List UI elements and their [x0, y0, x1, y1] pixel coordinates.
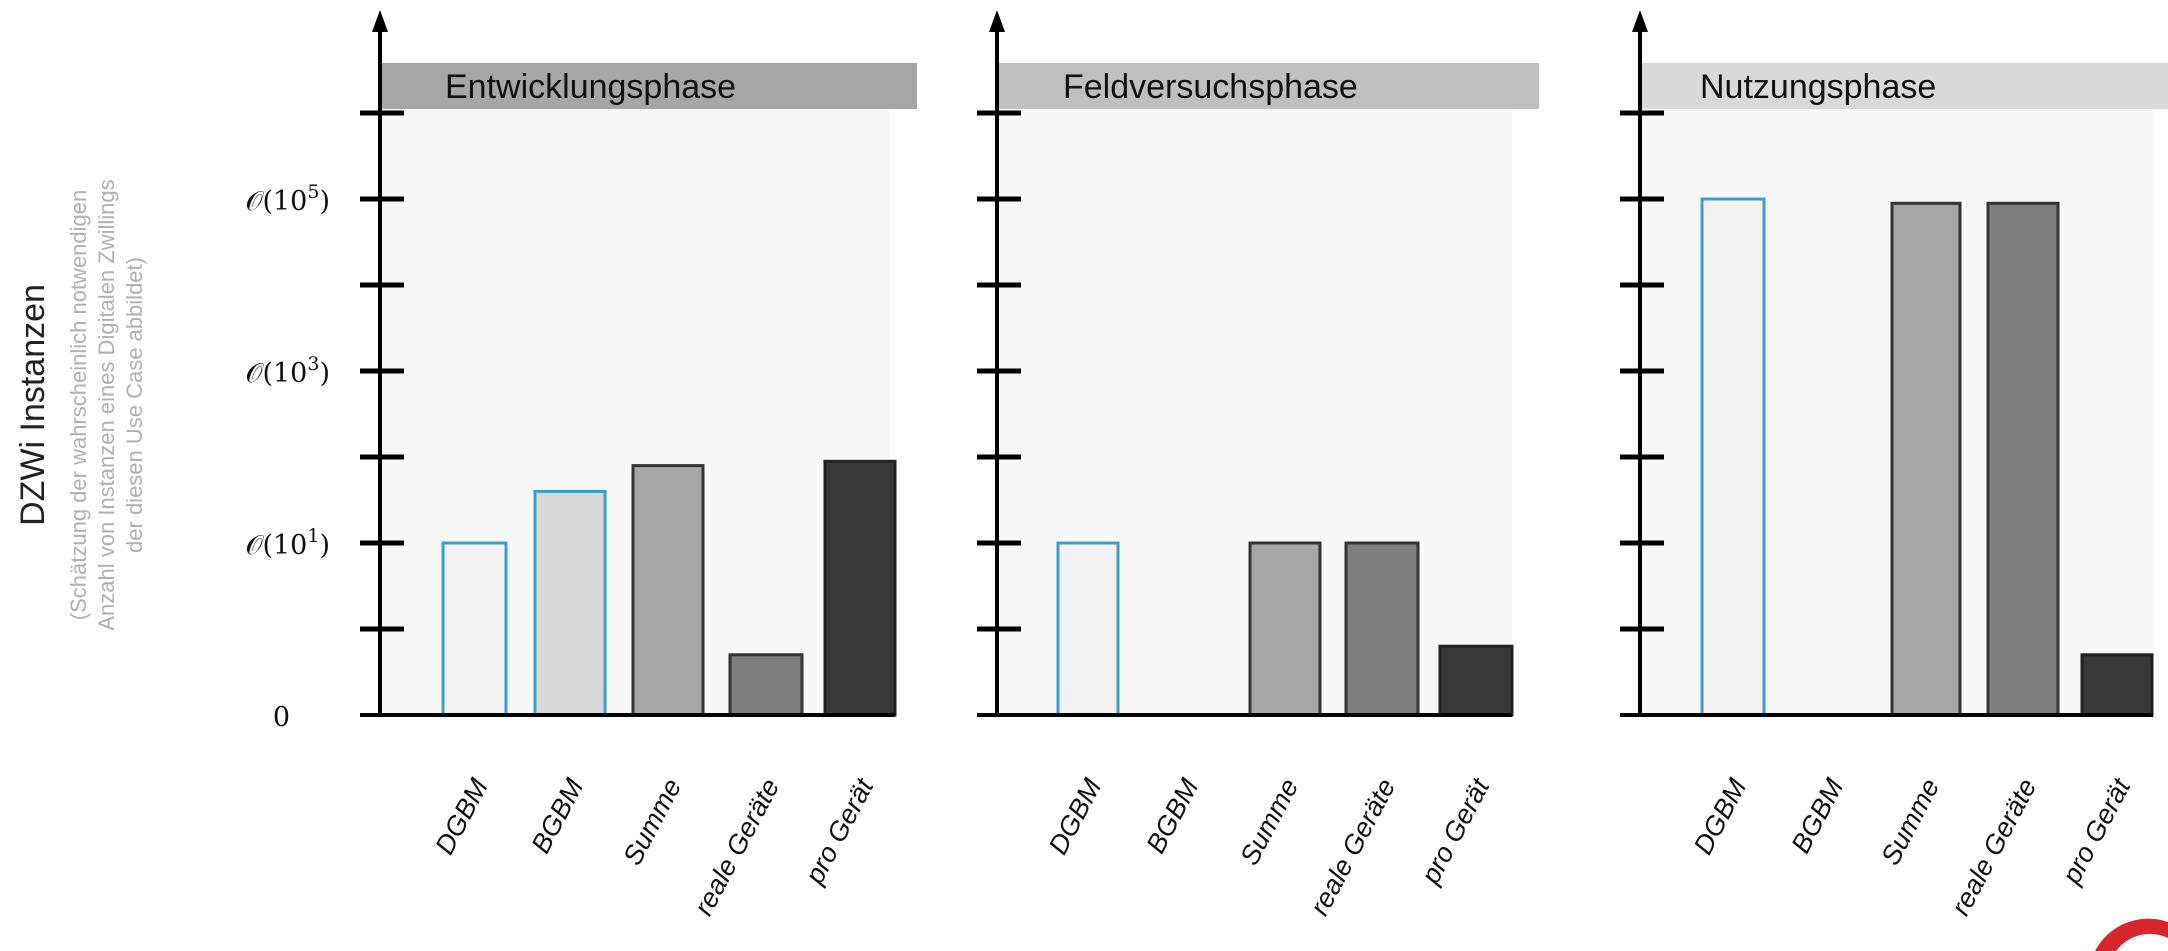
panel-2: Nutzungsphase DGBM BGBM Summe reale Geräte pr… [1620, 10, 2168, 920]
y-axis-arrow-2 [1632, 10, 1648, 32]
y-axis-note-line-1: (Schätzung der wahrscheinlich notwendige… [66, 190, 91, 620]
category-label-1-4: pro Gerät [1415, 772, 1496, 889]
bar-0-3 [728, 653, 804, 717]
category-label-1-2: Summe [1234, 774, 1304, 870]
y-tick-label-exp-3: 5 [307, 181, 319, 203]
bar-0-0 [441, 541, 508, 717]
y-tick-label-close-1: ) [319, 530, 330, 561]
bar-2-0 [1700, 197, 1766, 717]
y-tick-label-close-3: ) [319, 186, 330, 217]
bar-0-4 [823, 459, 897, 717]
category-label-2-3: reale Geräte [1945, 774, 2042, 921]
y-axis-note-line-2: Anzahl von Instanzen eines Digitalen Zwi… [94, 179, 119, 630]
phase-title-0: Entwicklungsphase [445, 68, 736, 106]
y-tick-label-2: 𝒪(103) [245, 353, 330, 389]
y-tick-label-3: 𝒪(105) [245, 181, 330, 217]
category-label-2-4: pro Gerät [2056, 772, 2137, 889]
y-axis-label-group: DZWi Instanzen (Schätzung der wahrschein… [14, 179, 147, 630]
y-tick-label-exp-2: 3 [307, 353, 319, 375]
category-label-0-1: BGBM [525, 773, 589, 858]
panel-0: Entwicklungsphase DGBM BGBM Summe reale Gerä… [360, 10, 917, 920]
y-axis-arrow-1 [989, 10, 1005, 32]
bar-1-2 [1248, 541, 1322, 717]
bar-2-2 [1890, 201, 1962, 717]
y-tick-label-close-2: ) [319, 358, 330, 389]
category-label-0-0: DGBM [429, 773, 494, 859]
phase-header-0 [380, 63, 917, 109]
y-axis-note-line-3: der diesen Use Case abbildet) [122, 257, 147, 553]
category-label-2-1: BGBM [1785, 773, 1849, 858]
y-axis-arrow-0 [372, 10, 388, 32]
y-tick-label-base-2: 𝒪(10 [245, 358, 307, 389]
bar-0-2 [631, 464, 705, 717]
y-tick-label-0: 0 [273, 702, 290, 733]
bar-0-1 [533, 489, 607, 717]
bar-2-4 [2080, 653, 2154, 717]
panel-1: Feldversuchsphase DGBM BGBM Summe reale Gerä… [977, 10, 1539, 920]
category-label-0-3: reale Geräte [688, 774, 785, 921]
bar-1-0 [1056, 541, 1120, 717]
category-label-0-2: Summe [617, 774, 687, 870]
phase-header-2 [1640, 63, 2168, 109]
bar-2-3 [1986, 201, 2060, 717]
y-tick-label-base-1: 𝒪(10 [245, 530, 307, 561]
phase-header-1 [997, 63, 1539, 109]
phase-title-1: Feldversuchsphase [1063, 68, 1358, 106]
category-label-1-0: DGBM [1043, 773, 1108, 859]
y-tick-labels: 0𝒪(101)𝒪(103)𝒪(105) [245, 181, 330, 733]
y-tick-label-exp-1: 1 [307, 525, 319, 547]
category-label-1-3: reale Geräte [1304, 774, 1401, 921]
y-tick-label-1: 𝒪(101) [245, 525, 330, 561]
category-label-2-2: Summe [1875, 774, 1945, 870]
y-axis-title: DZWi Instanzen [14, 284, 52, 526]
bar-1-3 [1344, 541, 1420, 717]
logo-icon [2095, 918, 2168, 951]
phase-title-2: Nutzungsphase [1700, 68, 1936, 106]
category-label-1-1: BGBM [1140, 773, 1204, 858]
category-label-0-4: pro Gerät [799, 772, 880, 889]
category-label-2-0: DGBM [1688, 773, 1753, 859]
y-tick-label-base-3: 𝒪(10 [245, 186, 307, 217]
bar-1-4 [1438, 644, 1514, 717]
